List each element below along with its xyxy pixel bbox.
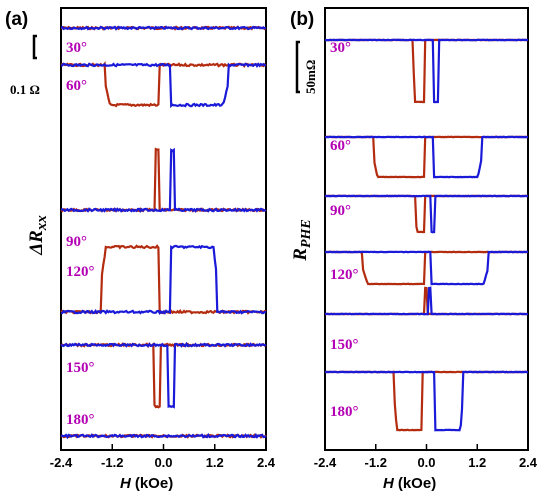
- panel-b-trace-up-sweep: [324, 194, 529, 234]
- panel-a-xtick-label: 0.0: [154, 455, 172, 470]
- panel-b-frame: [324, 7, 529, 451]
- panel-a-angle-label: 180°: [66, 412, 95, 428]
- svg-text:RPHE: RPHE: [290, 219, 314, 261]
- panel-a-angle-label: 150°: [66, 360, 95, 376]
- panel-b-xtick-label: 0.0: [417, 455, 435, 470]
- panel-b-angle-label: 180°: [330, 404, 359, 420]
- panel-b-scale-bar: [295, 40, 300, 94]
- panel-b-trace-up-sweep: [324, 135, 529, 179]
- panel-a-xtick-label: 2.4: [257, 455, 276, 470]
- panel-a-trace-up-sweep: [60, 341, 267, 409]
- panel-a-ylabel-main: ΔR: [26, 230, 47, 256]
- panel-b-trace-down-sweep: [324, 194, 529, 234]
- panel-a-trace-up-sweep: [60, 25, 267, 31]
- panel-b-xlabel: H (kOe): [383, 475, 436, 492]
- svg-text:ΔRxx: ΔRxx: [26, 215, 50, 256]
- panel-a-angle-label: 60°: [66, 78, 87, 94]
- panel-b-traces: 30° 60° 90° 120° 150° 180°: [324, 38, 529, 432]
- panel-a-angle-label: 90°: [66, 234, 87, 250]
- panel-b-trace-down-sweep: [324, 370, 529, 432]
- panel-a-label: (a): [5, 9, 28, 30]
- panel-a-xticks: -2.4 -1.2 0.0 1.2 2.4: [50, 444, 276, 470]
- panel-a-xtick-label: 1.2: [206, 455, 224, 470]
- panel-b-trace-up-sweep: [324, 250, 528, 286]
- panel-a-scale-bar: [32, 34, 37, 60]
- panel-b-scale-label: 50mΩ: [303, 60, 318, 94]
- panel-b-trace-up-sweep: [324, 286, 529, 316]
- panel-a-angle-label: 30°: [66, 40, 87, 56]
- panel-b-xtick-label: 1.2: [468, 455, 486, 470]
- panel-a-traces: 30° 60° 90° 120° 150° 180°: [60, 25, 267, 440]
- panel-b-xticks: -2.4 -1.2 0.0 1.2 2.4: [314, 444, 538, 470]
- panel-a-frame: [60, 7, 267, 451]
- panel-b-ylabel-sub: PHE: [299, 219, 314, 248]
- panel-b-ylabel-main: R: [290, 248, 311, 262]
- panel-b-trace-up-sweep: [324, 38, 529, 104]
- panel-b-trace-up-sweep: [324, 370, 528, 432]
- panel-a-trace-down-sweep: [60, 147, 267, 213]
- panel-a-ylabel-sub: xx: [34, 215, 50, 232]
- panel-a-trace-up-sweep: [61, 147, 267, 213]
- panel-a-xtick-label: -1.2: [101, 455, 123, 470]
- panel-a-scale-label: 0.1 Ω: [10, 82, 40, 97]
- panel-b-scale-label-wrap: 50mΩ: [303, 60, 318, 94]
- panel-b-angle-label: 90°: [330, 203, 351, 219]
- panel-b-label: (b): [290, 9, 314, 30]
- panel-a-xtick-label: -2.4: [50, 455, 73, 470]
- panel-b-xtick-label: -1.2: [365, 455, 387, 470]
- panel-b-xtick-label: 2.4: [519, 455, 538, 470]
- panel-a: (a) 0.1 Ω ΔRxx 30° 60° 90° 120° 150° 180° -2.…: [5, 7, 276, 492]
- panel-b-angle-label: 30°: [330, 40, 351, 56]
- panel-b: (b) 50mΩ RPHE 30° 60° 90° 120° 150° 180° -2.4…: [290, 7, 538, 492]
- panel-b-angle-label: 150°: [330, 337, 359, 353]
- panel-a-trace-up-sweep: [61, 62, 267, 109]
- panel-a-xlabel: H (kOe): [120, 475, 173, 492]
- panel-b-angle-label: 120°: [330, 267, 359, 283]
- panel-b-ylabel: RPHE: [290, 219, 314, 261]
- panel-a-angle-label: 120°: [66, 264, 95, 280]
- panel-b-xtick-label: -2.4: [314, 455, 337, 470]
- panel-b-angle-label: 60°: [330, 138, 351, 154]
- panel-a-trace-up-sweep: [60, 244, 267, 316]
- panel-a-trace-down-sweep: [60, 60, 267, 108]
- panel-b-trace-down-sweep: [324, 135, 528, 179]
- panel-b-trace-down-sweep: [324, 38, 529, 104]
- panel-a-ylabel: ΔRxx: [26, 215, 50, 256]
- panel-a-trace-up-sweep: [60, 432, 267, 440]
- panel-b-trace-down-sweep: [324, 286, 529, 316]
